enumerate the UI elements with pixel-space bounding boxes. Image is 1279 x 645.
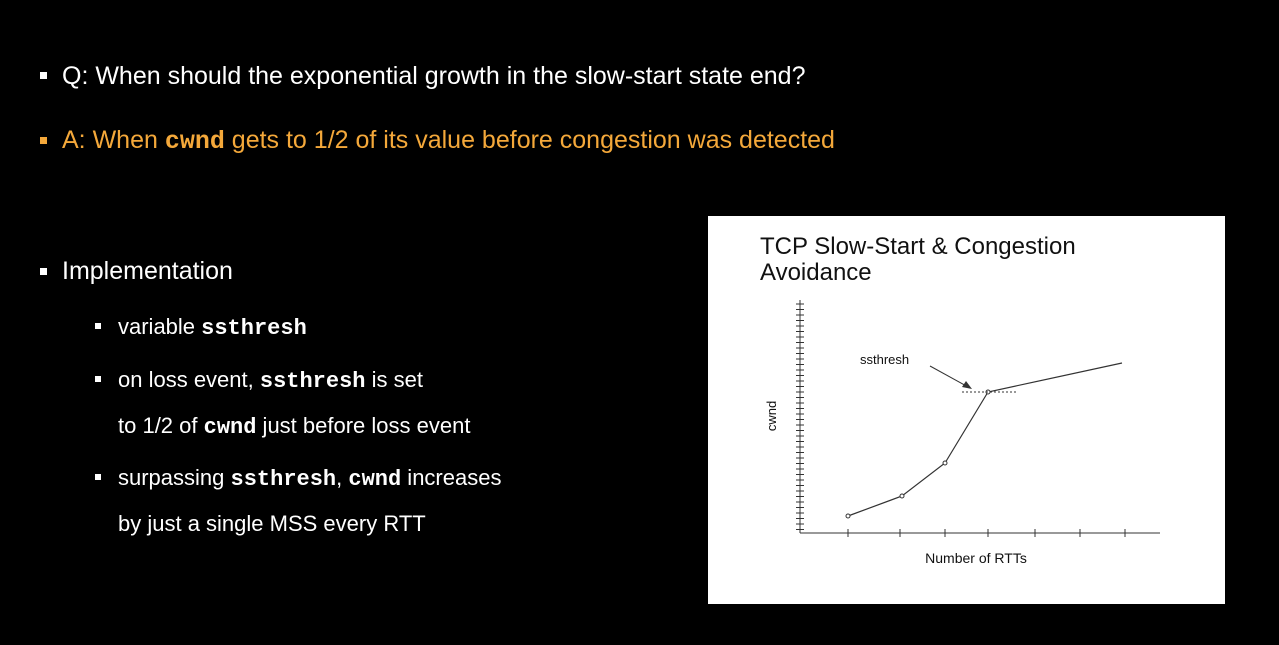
figure-background [708,216,1225,604]
text: A: When [62,126,165,154]
text: is set [365,367,423,392]
bullet [40,72,47,79]
bullet [95,323,101,329]
text: to 1/2 of [118,413,204,438]
answer: A: When cwnd gets to 1/2 of its value be… [62,126,835,156]
bullet [40,268,47,275]
x-label: Number of RTTs [925,550,1027,566]
item: to 1/2 of cwnd just before loss event [118,413,470,440]
arrow [929,365,971,389]
text: surpassing [118,465,231,490]
text: , [336,465,349,490]
text: gets to 1/2 of its value before congesti… [224,126,835,154]
text: on loss event, [118,367,260,392]
item: variable ssthresh [118,314,307,341]
bullet [95,376,101,382]
text: variable [118,314,202,339]
bullet [95,474,101,480]
y-label: cwnd [764,401,779,431]
axes [796,300,1160,537]
text: just before loss event [256,413,471,438]
code: ssthresh [230,467,337,492]
text: increases [401,465,502,490]
figure-title: TCP Slow-Start & Congestion [760,233,1076,260]
code: cwnd [164,127,225,156]
item: by just a single MSS every RTT [118,511,426,536]
heading: Implementation [62,257,233,285]
code: cwnd [348,467,402,492]
arrow-head [962,381,972,389]
figure-title: Avoidance [760,259,872,286]
annotation: ssthresh [860,352,909,367]
figure: TCP Slow-Start & Congestion Avoidance ss… [708,216,1225,604]
item: surpassing ssthresh, cwnd increases [118,465,501,492]
item: on loss event, ssthresh is set [118,367,423,394]
code: ssthresh [201,316,307,341]
code: cwnd [203,415,257,440]
question: Q: When should the exponential growth in… [62,62,806,90]
code: ssthresh [259,369,366,394]
bullet [40,137,47,144]
